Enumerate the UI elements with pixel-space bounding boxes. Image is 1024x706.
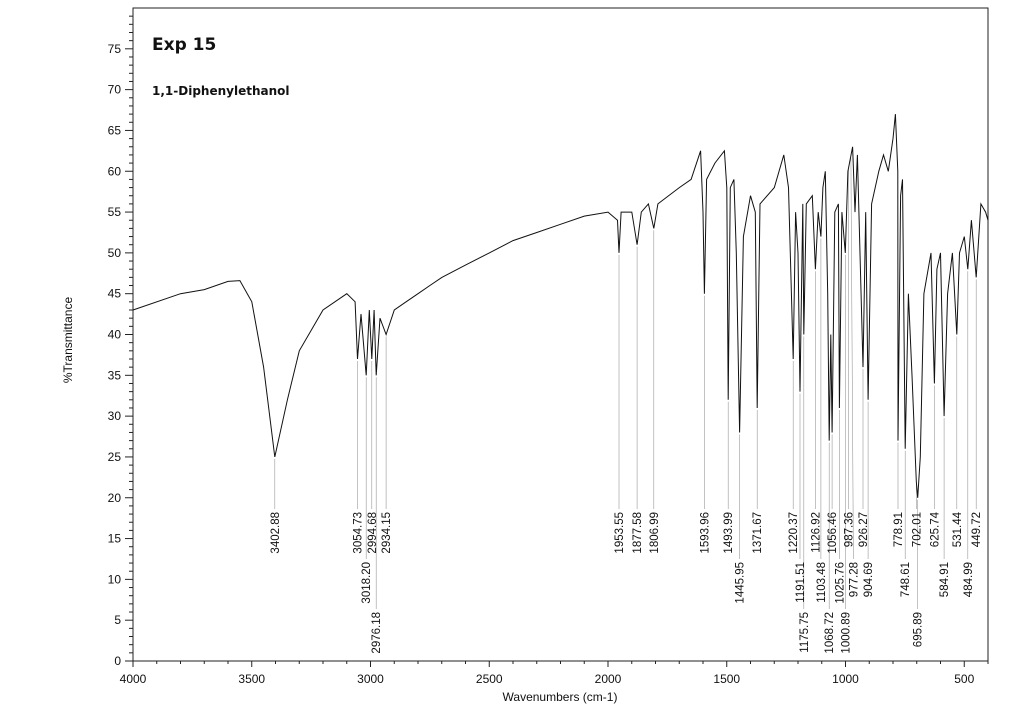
y-axis: 0 5 10 15 20 25 30 35 40 45 50 55 60 65 70 75 — [108, 15, 133, 668]
y-tick-label: 35 — [108, 368, 122, 382]
annotation-exp: Exp 15 — [152, 35, 216, 55]
y-tick-label: 5 — [114, 613, 121, 627]
peak-label: 2934.15 — [381, 512, 393, 554]
y-tick-label: 55 — [108, 205, 122, 219]
peak-label: 1877.58 — [632, 512, 644, 554]
y-tick-label: 30 — [108, 409, 122, 423]
peak-label: 1220.37 — [788, 512, 800, 554]
peak-label: 1445.95 — [735, 562, 747, 604]
x-tick-label: 1500 — [713, 672, 740, 686]
peak-label: 449.72 — [971, 512, 983, 547]
peak-label: 1371.67 — [752, 512, 764, 554]
x-tick-label: 2000 — [595, 672, 622, 686]
y-tick-label: 70 — [108, 83, 122, 97]
peak-label: 1593.96 — [699, 512, 711, 554]
x-tick-label: 1000 — [832, 672, 859, 686]
y-tick-label: 45 — [108, 287, 122, 301]
y-tick-label: 0 — [114, 654, 121, 668]
spectrum-line — [132, 114, 989, 498]
peak-label: 695.89 — [913, 612, 925, 647]
peak-label: 531.44 — [952, 511, 964, 547]
y-tick-label: 40 — [108, 328, 122, 342]
peak-label: 3402.88 — [270, 512, 282, 554]
peak-label: 904.69 — [863, 562, 875, 597]
x-tick-label: 4000 — [120, 672, 147, 686]
peak-label: 3054.73 — [353, 512, 365, 554]
y-tick-label: 25 — [108, 450, 122, 464]
peak-label: 702.01 — [911, 512, 923, 547]
y-tick-label: 15 — [108, 532, 122, 546]
peak-label: 2976.18 — [371, 612, 383, 654]
peak-leader-lines — [274, 157, 977, 609]
x-axis-label: Wavenumbers (cm-1) — [503, 690, 618, 704]
peak-label: 778.91 — [893, 512, 905, 547]
y-tick-label: 65 — [108, 123, 122, 137]
peak-label: 926.27 — [858, 512, 870, 547]
peak-label: 625.74 — [929, 511, 941, 547]
y-tick-label: 60 — [108, 164, 122, 178]
x-axis: 4000 3500 3000 2500 2000 1500 1000 500 — [120, 661, 989, 686]
x-tick-label: 3500 — [238, 672, 265, 686]
peak-leader-line — [850, 157, 854, 560]
peak-label: 3018.20 — [361, 562, 373, 604]
peak-label: 1056.46 — [827, 512, 839, 554]
y-tick-label: 50 — [108, 246, 122, 260]
y-tick-label: 75 — [108, 42, 122, 56]
peak-labels: 3402.88 3054.73 3018.20 2994.68 2976.18 2934.… — [270, 511, 983, 653]
peak-label: 1025.76 — [834, 562, 846, 604]
peak-label: 1103.48 — [816, 562, 828, 603]
peak-label: 1126.92 — [810, 512, 822, 553]
peak-label: 1493.99 — [723, 512, 735, 554]
peak-label: 1000.89 — [840, 612, 852, 654]
x-tick-label: 2500 — [476, 672, 503, 686]
x-tick-label: 3000 — [357, 672, 384, 686]
peak-label: 1191.51 — [795, 562, 807, 603]
x-tick-label: 500 — [954, 672, 974, 686]
peak-label: 1175.75 — [799, 612, 811, 653]
peak-label: 484.99 — [963, 562, 975, 597]
y-tick-label: 10 — [108, 572, 122, 586]
peak-label: 584.91 — [939, 562, 951, 597]
peak-label: 1068.72 — [824, 612, 836, 654]
peak-label: 1953.55 — [614, 512, 626, 554]
peak-label: 987.36 — [844, 512, 856, 547]
y-axis-label: %Transmittance — [61, 297, 75, 384]
y-tick-label: 20 — [108, 491, 122, 505]
annotation-compound: 1,1-Diphenylethanol — [152, 84, 289, 98]
peak-label: 748.61 — [900, 562, 912, 597]
peak-label: 1806.99 — [649, 512, 661, 554]
peak-label: 977.28 — [848, 562, 860, 597]
peak-label: 2994.68 — [367, 512, 379, 554]
